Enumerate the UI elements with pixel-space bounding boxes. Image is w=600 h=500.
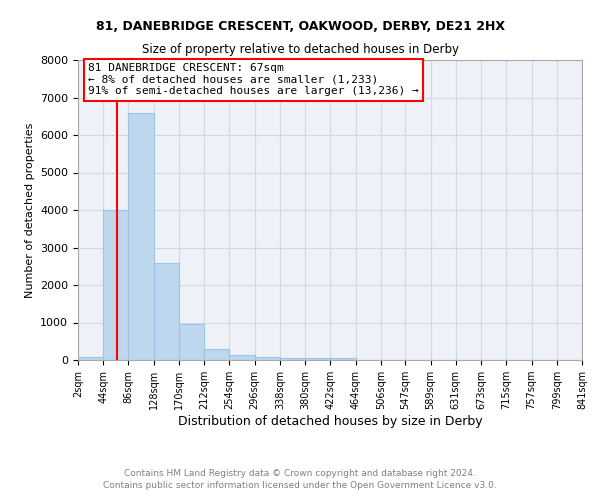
Y-axis label: Number of detached properties: Number of detached properties: [25, 122, 35, 298]
Bar: [128, 112, 154, 360]
Bar: [331, 358, 356, 360]
Bar: [204, 349, 229, 360]
Text: Contains public sector information licensed under the Open Government Licence v3: Contains public sector information licen…: [103, 481, 497, 490]
Bar: [179, 324, 204, 360]
Text: Size of property relative to detached houses in Derby: Size of property relative to detached ho…: [142, 42, 458, 56]
Bar: [103, 210, 128, 360]
Bar: [254, 357, 280, 360]
Bar: [229, 356, 254, 360]
Text: Contains HM Land Registry data © Crown copyright and database right 2024.: Contains HM Land Registry data © Crown c…: [124, 468, 476, 477]
Bar: [280, 358, 305, 360]
Bar: [154, 262, 179, 360]
Bar: [305, 358, 331, 360]
Bar: [78, 358, 103, 360]
Text: 81 DANEBRIDGE CRESCENT: 67sqm
← 8% of detached houses are smaller (1,233)
91% of: 81 DANEBRIDGE CRESCENT: 67sqm ← 8% of de…: [88, 63, 419, 96]
X-axis label: Distribution of detached houses by size in Derby: Distribution of detached houses by size …: [178, 415, 482, 428]
Text: 81, DANEBRIDGE CRESCENT, OAKWOOD, DERBY, DE21 2HX: 81, DANEBRIDGE CRESCENT, OAKWOOD, DERBY,…: [95, 20, 505, 33]
